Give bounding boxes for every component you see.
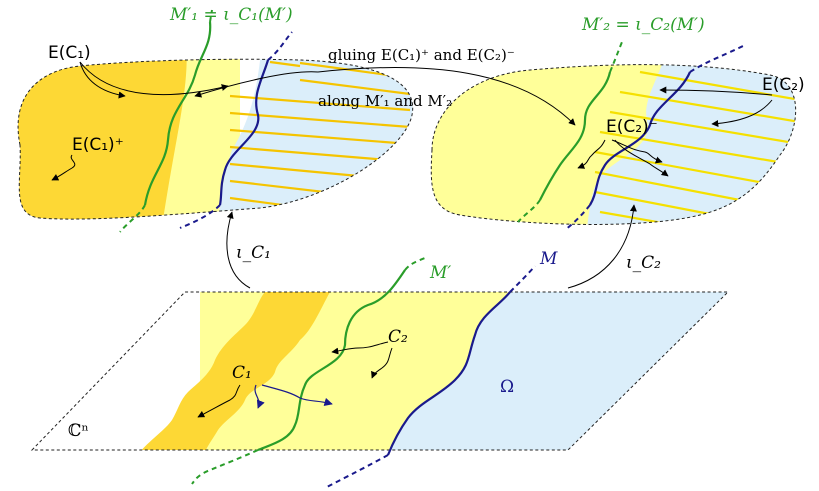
label-gluing-line1: gluing E(C₁)⁺ and E(C₂)⁻ xyxy=(328,46,515,64)
label-m-prime: M′ xyxy=(429,263,451,283)
curve-left-navy xyxy=(218,59,270,206)
label-gluing-line2: along M′₁ and M′₂ xyxy=(318,92,452,110)
arrow-c1-2 xyxy=(254,384,265,409)
curve-m xyxy=(386,291,511,456)
arrow-ec1-to-surface xyxy=(79,61,126,99)
arrow-ec1-to-curve xyxy=(79,61,229,96)
curve-m2-prime-bottom-dashed xyxy=(517,199,541,223)
arrow-c1-1 xyxy=(197,384,241,418)
curve-m1-prime-dashed xyxy=(119,204,146,233)
curve-m1-prime xyxy=(143,21,212,206)
label-cn: ℂⁿ xyxy=(68,421,89,441)
label-omega: Ω xyxy=(500,377,514,397)
curve-m-prime-bottom-dashed xyxy=(191,449,259,485)
label-m: M xyxy=(539,249,558,269)
arrow-ec2minus-squiggle-1 xyxy=(577,139,606,169)
arrow-c2-1 xyxy=(331,341,389,355)
label-e-c2: E(C₂) xyxy=(762,75,805,95)
curve-m2-prime-top-dashed xyxy=(609,41,623,73)
curve-m1-prime-top-dashed xyxy=(209,9,213,23)
curve-right-navy xyxy=(589,71,692,206)
gluing-arrow-to-left xyxy=(194,71,319,98)
label-c2: C₂ xyxy=(388,327,408,347)
arrow-iota-c1 xyxy=(226,211,251,289)
arrow-ec2-to-curve xyxy=(659,86,773,96)
arrow-ec2-to-surface xyxy=(711,99,773,128)
left-light-yellow-strip xyxy=(160,59,240,220)
curve-m2-prime xyxy=(539,71,612,201)
right-surface-outline xyxy=(430,64,797,225)
plane-dark-yellow-region xyxy=(140,292,330,450)
base-plane xyxy=(30,257,730,489)
curve-m-bottom-dashed xyxy=(324,454,389,489)
arrow-c2-2 xyxy=(371,347,393,379)
right-surface xyxy=(430,41,797,231)
arrow-ec2minus-squiggle-3 xyxy=(614,139,669,177)
curve-m-prime-top-dashed xyxy=(404,257,426,271)
label-m2-prime: M′₂ = ι_C₂(M′) xyxy=(581,15,705,35)
label-iota-c1: ι_C₁ xyxy=(236,243,271,263)
arrow-ec2minus-squiggle-2 xyxy=(611,139,663,164)
left-surface-outline xyxy=(17,58,414,220)
label-iota-c2: ι_C₂ xyxy=(626,253,661,273)
label-m1-prime: M′₁ = ι_C₁(M′) xyxy=(169,5,293,25)
curve-right-navy-bottom-dashed xyxy=(564,204,591,231)
curve-right-navy-top-dashed xyxy=(689,44,746,73)
label-e-c1-plus: E(C₁)⁺ xyxy=(72,135,124,155)
arrow-c1-3 xyxy=(261,384,333,406)
arrow-ec1plus-squiggle xyxy=(51,154,76,181)
arrow-iota-c2 xyxy=(567,204,637,289)
curve-m-top-dashed xyxy=(509,265,536,293)
curve-left-navy-top-dashed xyxy=(267,31,293,61)
label-c1: C₁ xyxy=(232,363,252,383)
gluing-arrow-to-right xyxy=(317,66,576,126)
label-e-c2-minus: E(C₂)⁻ xyxy=(606,117,658,137)
curve-left-navy-bottom-dashed xyxy=(179,204,221,229)
left-blue-region xyxy=(218,59,413,220)
label-e-c1: E(C₁) xyxy=(48,43,91,63)
curve-m-prime xyxy=(257,269,406,452)
